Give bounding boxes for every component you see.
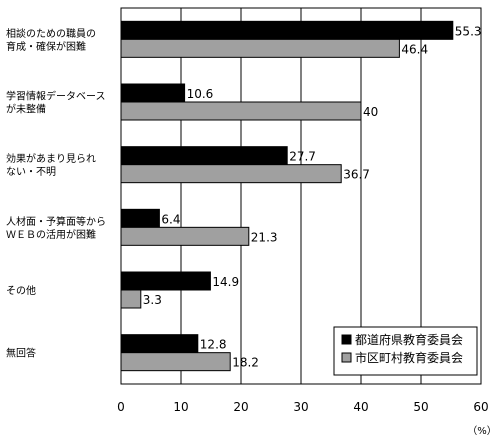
legend-label: 都道府県教育委員会 — [355, 332, 463, 347]
category-label: ＷＥＢの活用が困難 — [6, 228, 96, 241]
category-label: 効果があまり見られ — [6, 152, 96, 165]
legend-box — [333, 326, 478, 376]
legend-label: 市区町村教育委員会 — [355, 350, 463, 365]
bar — [120, 352, 231, 372]
category-labels: 相談のための職員の育成・確保が困難学習情報データベースが未整備効果があまり見られ… — [6, 27, 106, 360]
category-label: が未整備 — [6, 103, 46, 116]
data-label: 6.4 — [161, 212, 180, 226]
data-label: 40 — [363, 105, 378, 119]
x-tick-label: 20 — [233, 400, 248, 414]
data-label: 10.6 — [187, 87, 214, 101]
category-label: 相談のための職員の — [6, 27, 96, 40]
bar — [120, 226, 250, 246]
data-labels: 55.3 46.4 10.6 40 27.7 36.7 6.4 21.3 14.9 3.3 12.8… — [143, 24, 482, 369]
x-axis-unit-label: （%） — [467, 425, 494, 437]
data-label: 36.7 — [343, 168, 370, 182]
bar — [120, 208, 160, 228]
legend-swatch — [341, 334, 352, 345]
category-label: 無回答 — [6, 347, 36, 360]
bar — [120, 289, 142, 309]
x-tick-label: 60 — [473, 400, 488, 414]
category-label: 学習情報データベース — [6, 90, 106, 103]
bar — [120, 38, 400, 58]
data-label: 12.8 — [200, 338, 227, 352]
category-label: ない・不明 — [6, 166, 56, 178]
data-label: 27.7 — [289, 150, 316, 164]
gridlines — [180, 8, 422, 384]
x-tick-label: 40 — [353, 400, 368, 414]
category-label: その他 — [6, 284, 36, 297]
x-tick-label: 10 — [173, 400, 188, 414]
plot-frame — [120, 7, 482, 385]
x-axis-ticks: 0 10 20 30 40 50 60 — [117, 400, 488, 414]
bar — [120, 146, 288, 166]
legend-swatch — [341, 352, 352, 363]
data-label: 14.9 — [212, 275, 239, 289]
data-label: 55.3 — [455, 24, 482, 38]
data-label: 3.3 — [143, 293, 162, 307]
data-label: 46.4 — [401, 42, 428, 56]
category-label: 人材面・予算面等から — [6, 215, 106, 228]
category-label: 育成・確保が困難 — [6, 40, 86, 53]
data-label: 18.2 — [232, 356, 259, 370]
bars — [120, 20, 454, 372]
x-tick-label: 0 — [117, 400, 125, 414]
bar — [120, 20, 454, 40]
bar — [120, 101, 362, 121]
bar — [120, 83, 186, 103]
x-tick-label: 50 — [413, 400, 428, 414]
data-label: 21.3 — [251, 230, 278, 244]
bar — [120, 164, 342, 184]
bar — [120, 271, 211, 291]
bar — [120, 334, 199, 354]
x-tick-label: 30 — [293, 400, 308, 414]
